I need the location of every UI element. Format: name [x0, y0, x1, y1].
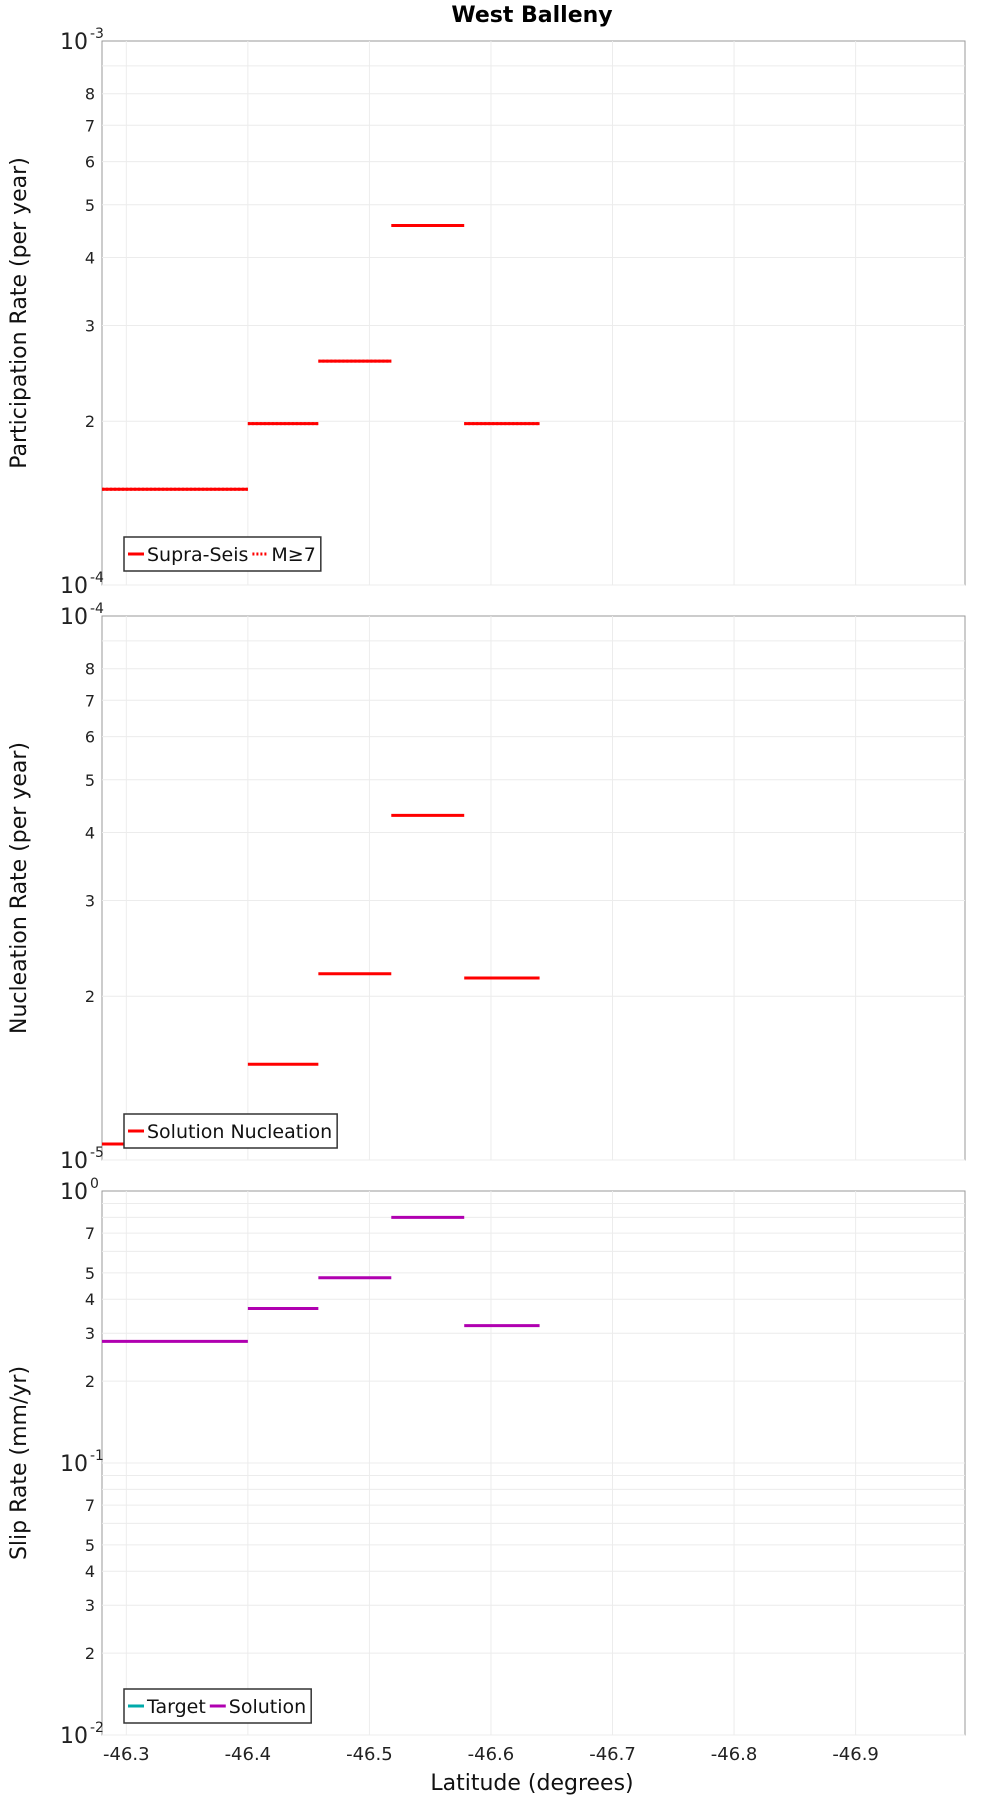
y-major-tick-exponent: -1: [90, 1448, 104, 1464]
y-axis-label: Participation Rate (per year): [7, 157, 32, 469]
legend-label: Supra-Seis: [147, 544, 248, 566]
y-minor-tick-label: 4: [85, 1290, 95, 1309]
y-minor-tick-label: 5: [85, 771, 95, 790]
y-major-tick-exponent: -4: [90, 570, 104, 586]
legend-label: Target: [146, 1696, 206, 1718]
y-axis-label: Nucleation Rate (per year): [7, 742, 32, 1034]
x-tick-label: -46.6: [468, 1744, 515, 1765]
x-tick-label: -46.7: [589, 1744, 636, 1765]
y-minor-tick-label: 2: [85, 412, 95, 431]
y-major-tick-exponent: -5: [90, 1145, 104, 1161]
y-major-tick-exponent: -3: [90, 26, 104, 42]
x-tick-label: -46.5: [346, 1744, 393, 1765]
y-axis-label: Slip Rate (mm/yr): [7, 1366, 32, 1560]
y-minor-tick-label: 8: [85, 85, 95, 104]
chart-title: West Balleny: [451, 3, 612, 28]
x-tick-label: -46.4: [225, 1744, 272, 1765]
x-ticks: -46.3 -46.4 -46.5 -46.6 -46.7 -46.8 -46.9: [103, 1744, 879, 1765]
y-major-tick-label: 10: [60, 1180, 88, 1205]
y-minor-tick-label: 3: [85, 891, 95, 910]
y-major-tick-label: 10: [60, 1149, 88, 1174]
y-minor-tick-label: 4: [85, 248, 95, 267]
chart-panels: -46.3 -46.4 -46.5 -46.6 -46.7 -46.8 -46.9 2 3 4 5 6…: [7, 26, 966, 1765]
y-minor-tick-label: 5: [85, 196, 95, 215]
legend-label: M≥7: [271, 544, 315, 566]
y-minor-tick-label: 2: [85, 987, 95, 1006]
y-minor-tick-label: 6: [85, 153, 95, 172]
y-major-tick-label: 10: [60, 1724, 88, 1749]
series-group: [102, 223, 540, 491]
y-minor-tick-label: 7: [85, 116, 95, 135]
y-minor-tick-label: 3: [85, 1324, 95, 1343]
y-minor-tick-label: 8: [85, 660, 95, 679]
y-minor-tick-label: 7: [85, 691, 95, 710]
series-group: [102, 1215, 540, 1343]
plot-area: [101, 615, 966, 1161]
x-tick-label: -46.3: [103, 1744, 150, 1765]
legend-label: Solution Nucleation: [147, 1121, 332, 1143]
legend-label: Solution: [229, 1696, 306, 1718]
y-major-tick-label: 10: [60, 574, 88, 599]
x-tick-label: -46.9: [832, 1744, 879, 1765]
y-major-tick-exponent: -4: [90, 601, 104, 617]
y-minor-tick-label: 7: [85, 1496, 95, 1515]
y-minor-tick-label: 6: [85, 728, 95, 747]
x-tick-label: -46.8: [711, 1744, 758, 1765]
y-minor-tick-label: 5: [85, 1264, 95, 1283]
legend: Target Solution: [123, 1688, 312, 1724]
y-major-tick-exponent: 0: [90, 1176, 99, 1192]
y-minor-tick-label: 7: [85, 1224, 95, 1243]
y-minor-tick-label: 4: [85, 823, 95, 842]
legend: Solution Nucleation: [123, 1113, 338, 1149]
y-major-tick-label: 10: [60, 30, 88, 55]
y-minor-tick-label: 2: [85, 1372, 95, 1391]
y-minor-tick-label: 3: [85, 316, 95, 335]
plot-area: [101, 40, 966, 586]
legend: Supra-Seis M≥7: [123, 536, 322, 572]
y-minor-tick-label: 3: [85, 1596, 95, 1615]
y-minor-tick-label: 4: [85, 1562, 95, 1581]
y-major-tick-exponent: -2: [90, 1720, 104, 1736]
y-major-tick-label: 10: [60, 1452, 88, 1477]
y-major-tick-label: 10: [60, 605, 88, 630]
y-minor-tick-label: 5: [85, 1536, 95, 1555]
legend-box: [123, 536, 322, 572]
y-minor-tick-label: 2: [85, 1644, 95, 1663]
legend-box: [123, 1113, 338, 1149]
x-axis-label: Latitude (degrees): [430, 1771, 633, 1796]
